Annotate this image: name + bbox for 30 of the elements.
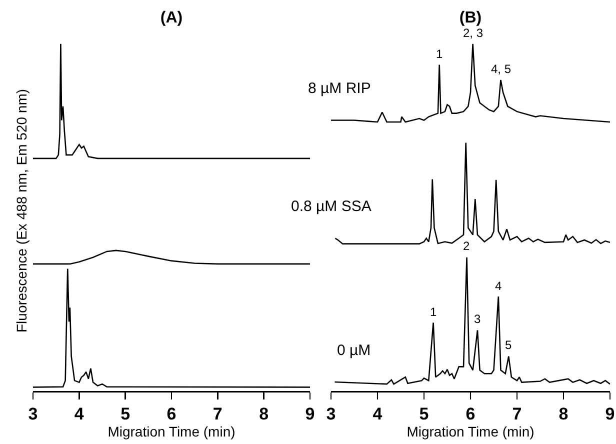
x-tick-label: 9 <box>605 404 615 424</box>
y-axis-title: Fluorescence (Ex 488 nm, Em 520 nm) <box>14 88 30 332</box>
series-label: 0.8 µM SSA <box>291 198 372 215</box>
series-label: 8 µM RIP <box>308 80 371 97</box>
chart-title: (A) <box>160 9 183 26</box>
chart-title: (B) <box>459 9 482 26</box>
annotation: 1 <box>436 47 443 61</box>
annotation: 1 <box>430 305 437 319</box>
x-tick-label: 4 <box>74 404 84 424</box>
x-tick-label: 4 <box>372 404 383 424</box>
x-tick-label: 8 <box>259 404 269 424</box>
x-tick-label: 7 <box>212 404 222 424</box>
annotation: 2, 3 <box>463 26 484 40</box>
x-axis-title: Migration Time (min) <box>108 424 236 440</box>
series-label: 0 µM <box>337 342 371 359</box>
annotation: 2 <box>463 239 470 253</box>
x-tick-label: 6 <box>466 404 476 424</box>
x-tick-label: 3 <box>326 404 336 424</box>
annotation: 3 <box>474 312 481 326</box>
x-tick-label: 5 <box>120 404 130 424</box>
x-tick-label: 5 <box>419 404 429 424</box>
x-tick-label: 6 <box>166 404 176 424</box>
x-tick-label: 7 <box>512 404 522 424</box>
x-tick-label: 3 <box>28 404 38 424</box>
annotation: 4, 5 <box>491 62 512 76</box>
annotation: 4 <box>495 279 502 293</box>
x-axis-title: Migration Time (min) <box>406 424 534 440</box>
annotation: 5 <box>505 338 512 352</box>
x-tick-label: 8 <box>558 404 568 424</box>
x-tick-label: 9 <box>305 404 315 424</box>
